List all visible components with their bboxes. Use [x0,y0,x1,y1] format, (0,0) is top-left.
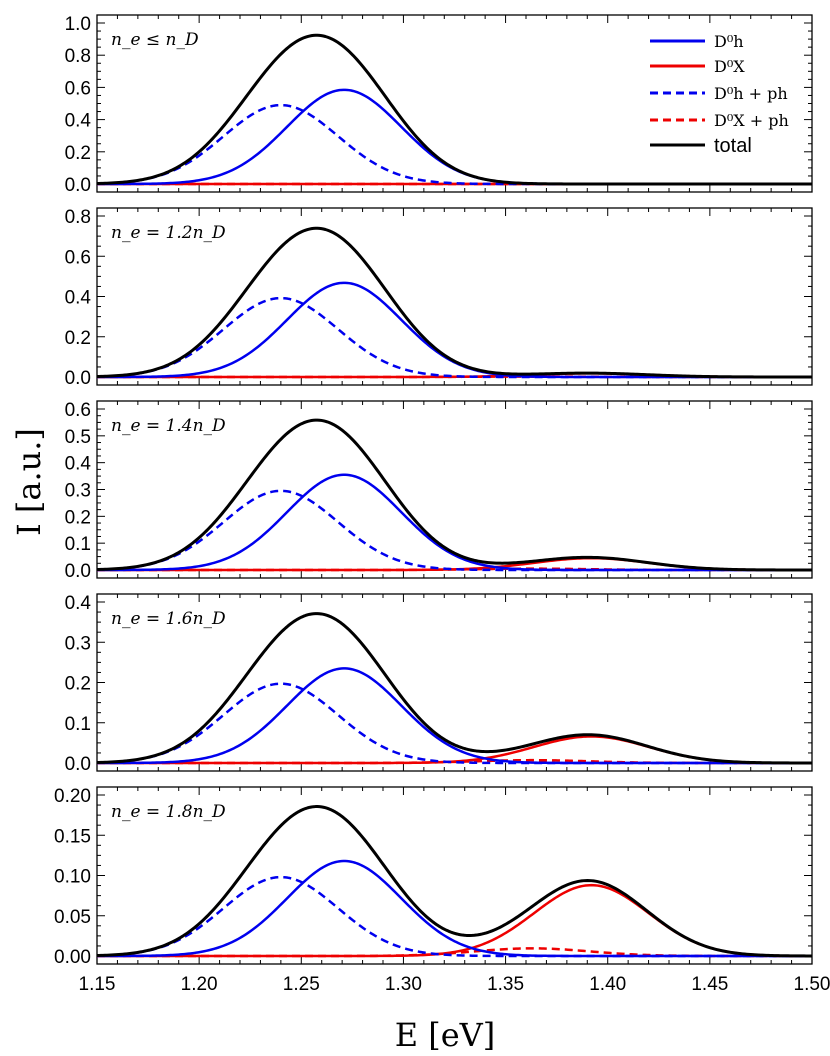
series-total [96,418,812,572]
y-tick-label: 0.5 [65,427,91,448]
series-d0h [97,281,812,379]
y-tick-label: 0.3 [65,481,91,502]
panel-label: n_e = 1.2n_D [111,223,226,243]
legend-label-d0x-ph: D⁰X + ph [714,111,789,130]
y-tick-label: 0.8 [65,46,91,67]
series-d0x-ph [97,758,812,765]
y-tick-label: 0.05 [54,907,91,928]
y-axis-title: I [a.u.] [10,428,48,536]
series-d0h-ph [96,682,812,765]
series-d0x-ph [97,947,812,958]
y-tick-label: 0.4 [65,593,92,614]
series-d0h [97,473,812,572]
x-axis-title: E [eV] [395,1016,496,1054]
y-tick-label: 0.0 [65,754,91,775]
y-tick-label: 0.20 [54,786,91,807]
legend-label-d0x: D⁰X [714,57,745,76]
y-tick-label: 0.2 [65,674,91,695]
series-d0h-ph [96,875,812,958]
y-tick-label: 0.0 [65,368,91,389]
legend: D⁰h D⁰X D⁰h + ph D⁰X + ph total [650,32,789,157]
panel-label: n_e = 1.8n_D [111,802,226,822]
series-total [96,33,812,186]
x-tick-label: 1.15 [79,974,116,995]
y-tick-label: 0.0 [65,175,91,196]
y-tick-label: 0.2 [65,143,91,164]
panel-2: 0.0 0.2 0.4 0.6 0.8 n_e = 1.2n_D [65,207,813,389]
panel-1: 0.0 0.2 0.4 0.6 0.8 1.0 n_e ≤ n_D [65,14,813,196]
legend-label-d0h-ph: D⁰h + ph [714,84,788,103]
y-tick-label: 0.2 [65,507,91,528]
panel-3: 0.0 0.1 0.2 0.3 0.4 0.5 0.6 n_e = 1.4n_D [65,400,813,582]
y-tick-label: 0.00 [54,947,91,968]
x-tick-label: 1.35 [487,974,524,995]
y-tick-label: 0.1 [65,714,91,735]
series-total [96,612,812,765]
series-d0h [97,859,812,958]
y-tick-label: 0.4 [65,288,92,309]
y-tick-label: 0.3 [65,633,91,654]
panel-label: n_e ≤ n_D [111,30,199,50]
panel-4: 0.0 0.1 0.2 0.3 0.4 n_e = 1.6n_D [65,593,813,775]
y-tick-label: 0.8 [65,207,91,228]
y-tick-label: 0.1 [65,534,91,555]
y-tick-label: 0.4 [65,454,92,475]
x-tick-label: 1.30 [385,974,422,995]
series-d0x-ph [97,567,812,572]
x-tick-label: 1.50 [794,974,830,995]
panel-5: 0.00 0.05 0.10 0.15 0.20 n_e = 1.8n_D [54,786,813,968]
x-tick-label: 1.25 [283,974,320,995]
x-tick-label: 1.40 [589,974,626,995]
y-tick-label: 0.15 [54,826,91,847]
y-tick-label: 0.4 [65,111,92,132]
y-tick-label: 0.6 [65,247,91,268]
y-tick-label: 0.0 [65,561,91,582]
legend-label-total: total [714,135,752,157]
x-tick-label: 1.20 [181,974,218,995]
y-tick-label: 1.0 [65,14,91,35]
y-tick-label: 0.10 [54,867,91,888]
y-tick-label: 0.6 [65,400,91,421]
legend-label-d0h: D⁰h [714,32,744,51]
series-total [96,805,813,958]
y-tick-label: 0.2 [65,328,91,349]
series-total [96,226,812,379]
panel-label: n_e = 1.6n_D [111,609,226,629]
series-d0h [97,667,812,765]
series-d0h-ph [96,489,812,572]
panels: 0.00.20.40.60.81.0n_e ≤ n_D0.00.20.40.60… [54,14,813,968]
series-d0h-ph [96,296,812,379]
x-tick-label: 1.45 [691,974,728,995]
x-tick-labels: 1.15 1.20 1.25 1.30 1.35 1.40 1.45 1.50 [79,974,830,995]
y-tick-label: 0.6 [65,78,91,99]
panel-label: n_e = 1.4n_D [111,416,226,436]
